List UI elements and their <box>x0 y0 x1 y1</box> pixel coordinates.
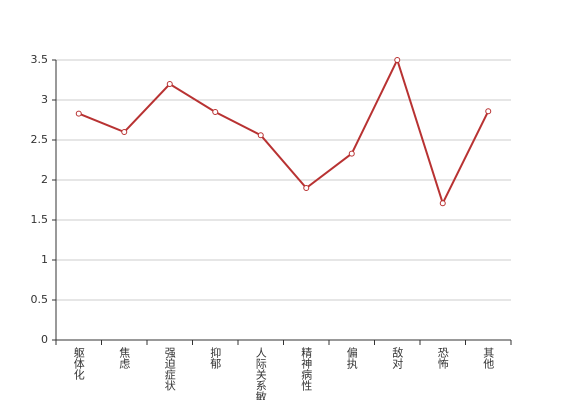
point <box>303 185 310 191</box>
x-tick-label: 抑郁 <box>209 346 222 369</box>
y-tick-label: 1 <box>41 253 48 266</box>
x-tick-label: 精神病性 <box>300 347 313 392</box>
x-tick-label: 强迫症状 <box>163 347 176 391</box>
x-tick-label: 人际关系敏感 <box>254 347 267 400</box>
point <box>439 200 446 207</box>
point <box>348 150 355 157</box>
line <box>78 57 490 206</box>
point <box>75 110 82 117</box>
y-tick-label: 2.5 <box>31 133 49 146</box>
point <box>212 109 219 115</box>
x-tick-label: 躯体化 <box>72 347 85 381</box>
y-tick-label: 2 <box>41 173 48 186</box>
y-tick-label: 0.5 <box>31 293 49 306</box>
x-tick-label: 其他 <box>482 347 495 369</box>
y-tick-label: 1.5 <box>31 213 49 226</box>
x-tick-label: 敌对 <box>391 346 404 369</box>
point <box>394 57 401 63</box>
y-tick-label: 3.5 <box>31 53 49 66</box>
point <box>166 81 173 87</box>
x-tick-label: 恐怖 <box>436 347 449 369</box>
y-tick-label: 3 <box>41 93 48 106</box>
x-tick-label: 焦虑 <box>118 347 131 369</box>
point <box>485 108 492 115</box>
y-tick-label: 0 <box>41 333 48 346</box>
point <box>121 129 128 135</box>
point <box>257 132 264 139</box>
x-tick-label: 偏执 <box>345 346 358 370</box>
